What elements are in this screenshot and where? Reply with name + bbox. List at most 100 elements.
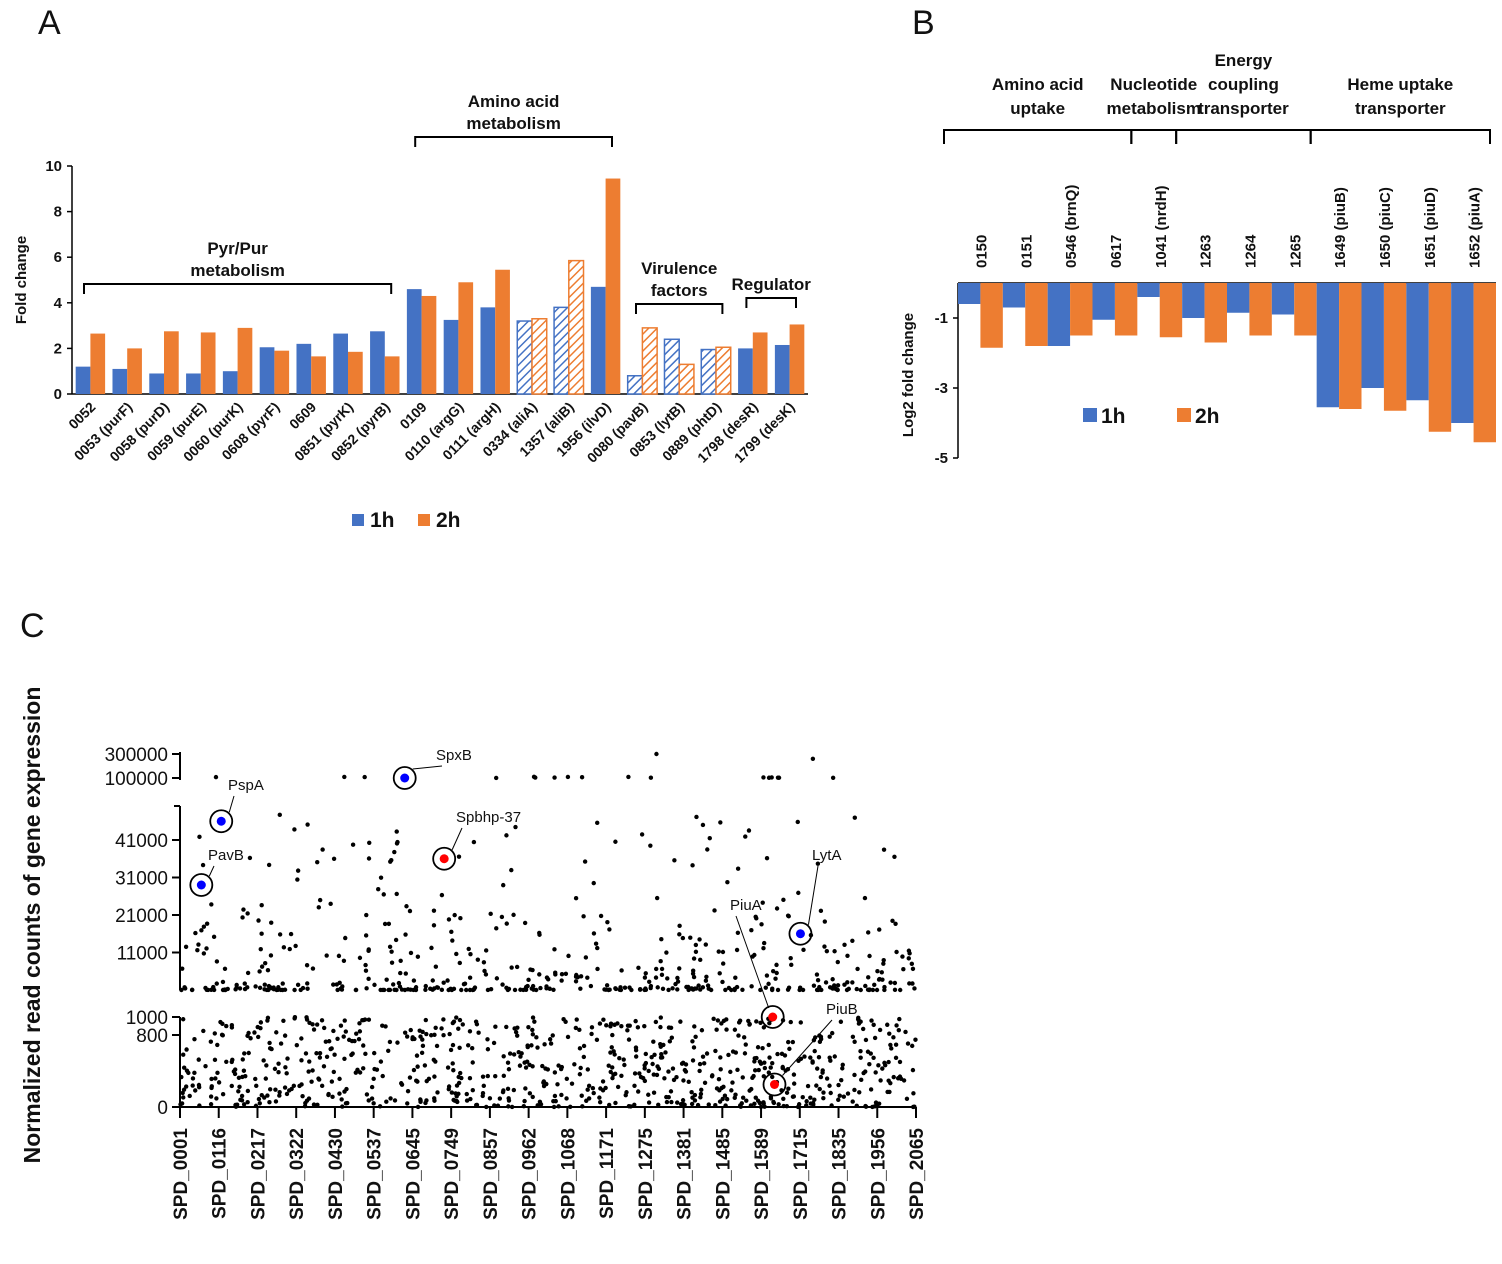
scatter-point <box>369 1096 375 1101</box>
scatter-point <box>215 1042 220 1048</box>
scatter-point <box>774 962 779 968</box>
scatter-point <box>408 987 413 992</box>
scatter-point <box>392 987 397 993</box>
scatter-point <box>707 835 712 841</box>
scatter-point <box>693 942 699 948</box>
scatter-point <box>461 981 467 987</box>
scatter-point <box>485 1073 491 1079</box>
bar-b-1h <box>958 283 981 304</box>
scatter-point <box>565 774 571 780</box>
scatter-point <box>775 987 781 993</box>
scatter-point <box>769 987 775 993</box>
scatter-point <box>242 986 248 992</box>
scatter-point <box>698 987 703 992</box>
scatter-point <box>439 987 445 993</box>
highlight-ring <box>432 846 457 871</box>
scatter-point <box>522 1098 527 1104</box>
scatter-point <box>387 944 393 950</box>
scatter-point <box>464 1098 470 1103</box>
scatter-point <box>684 984 689 990</box>
scatter-point <box>821 1090 826 1095</box>
scatter-point <box>467 1029 473 1034</box>
scatter-point <box>888 1080 893 1086</box>
scatter-point <box>752 952 757 958</box>
scatter-point <box>454 1015 459 1020</box>
scatter-point <box>384 1099 389 1104</box>
scatter-point <box>538 985 543 991</box>
scatter-point <box>906 956 911 961</box>
scatter-point <box>259 931 264 936</box>
scatter-point <box>396 980 402 986</box>
scatter-point <box>720 979 725 985</box>
scatter-point <box>540 1063 545 1069</box>
scatter-point <box>891 1074 896 1080</box>
scatter-point <box>808 1055 813 1060</box>
scatter-point <box>810 756 816 761</box>
group-label-b: Nucleotide <box>1110 75 1197 94</box>
scatter-point <box>877 927 882 932</box>
bar-a-1h <box>553 306 570 395</box>
scatter-point <box>566 953 571 959</box>
scatter-point <box>597 1095 602 1100</box>
scatter-point <box>837 1093 842 1098</box>
scatter-point <box>699 1087 704 1093</box>
scatter-point <box>656 1102 661 1107</box>
scatter-point <box>732 1095 737 1101</box>
scatter-point <box>430 978 435 983</box>
scatter-point <box>328 901 333 907</box>
scatter-point <box>698 1095 703 1100</box>
scatter-point <box>245 911 250 916</box>
scatter-point <box>786 914 791 919</box>
scatter-point <box>535 1103 540 1108</box>
scatter-point <box>691 974 697 980</box>
scatter-point <box>854 1103 859 1108</box>
scatter-point <box>450 938 455 943</box>
scatter-point <box>523 1065 529 1070</box>
scatter-point <box>394 829 399 834</box>
annotation-label: PiuA <box>730 897 762 914</box>
scatter-point <box>465 1043 471 1048</box>
scatter-point <box>499 914 505 920</box>
bar-a-2h <box>274 350 290 394</box>
scatter-point <box>294 1042 300 1048</box>
scatter-point <box>371 1101 376 1106</box>
x-tick-label-c: SPD_0430 <box>326 1128 347 1220</box>
scatter-point <box>835 983 841 988</box>
scatter-point <box>353 987 359 993</box>
scatter-point <box>692 986 698 991</box>
scatter-point <box>900 954 905 959</box>
scatter-point <box>267 1046 273 1051</box>
scatter-point <box>493 1073 498 1079</box>
scatter-point <box>658 1055 664 1060</box>
scatter-point <box>344 1086 349 1092</box>
scatter-point <box>675 1100 680 1105</box>
bar-a-2h <box>641 327 658 395</box>
scatter-point <box>509 1104 515 1110</box>
scatter-point <box>267 1087 273 1092</box>
scatter-point <box>241 1068 247 1073</box>
scatter-point <box>349 1052 354 1058</box>
scatter-point <box>650 1061 655 1067</box>
scatter-point <box>845 953 850 958</box>
scatter-point <box>698 1091 704 1097</box>
scatter-point <box>732 1027 738 1032</box>
scatter-point <box>691 1045 697 1050</box>
bar-a-2h <box>789 324 805 394</box>
y-tick-label-a: 0 <box>54 386 62 403</box>
scatter-point <box>201 1028 206 1034</box>
scatter-point <box>449 929 454 935</box>
scatter-point <box>305 981 310 986</box>
highlight-ring <box>788 921 813 946</box>
scatter-point <box>364 912 369 918</box>
scatter-point <box>183 944 189 950</box>
scatter-point <box>229 1083 234 1089</box>
scatter-point <box>214 981 219 986</box>
scatter-point <box>673 981 678 987</box>
scatter-point <box>733 1050 739 1055</box>
scatter-point <box>757 1059 763 1064</box>
scatter-point <box>336 953 342 959</box>
scatter-point <box>655 985 660 990</box>
scatter-point <box>513 1029 519 1035</box>
scatter-point <box>240 915 245 920</box>
scatter-point <box>262 982 267 987</box>
